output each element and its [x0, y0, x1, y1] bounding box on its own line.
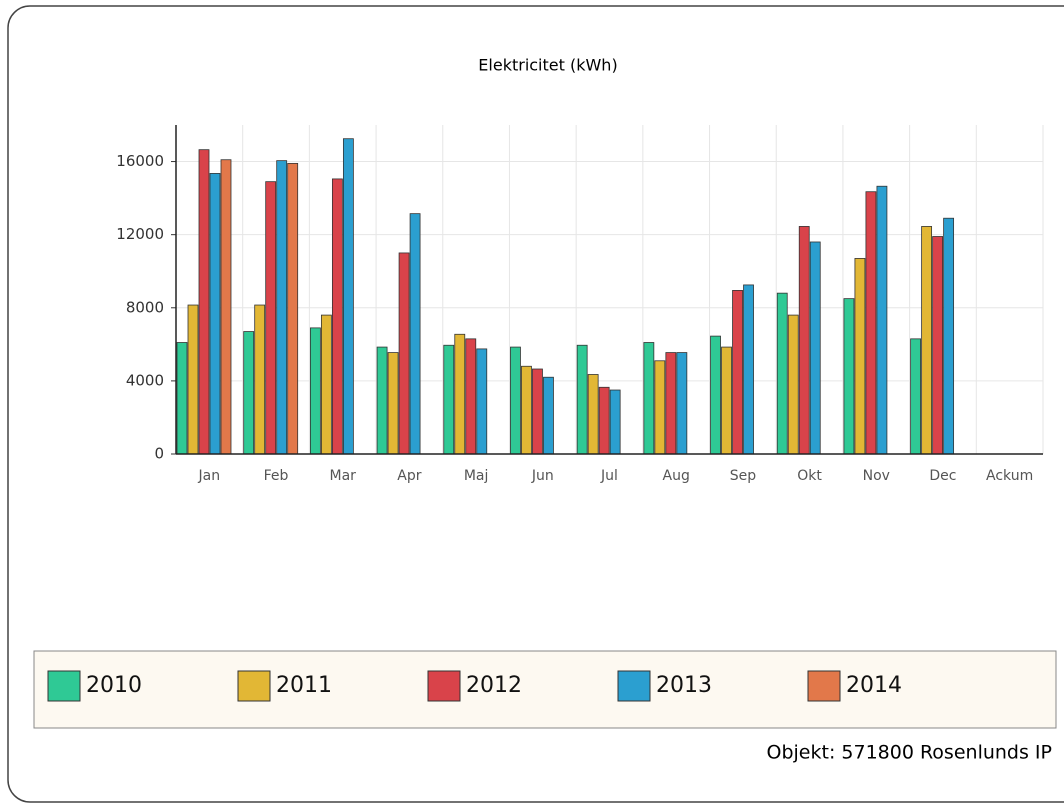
x-tick-label: Mar: [330, 468, 357, 484]
bar: [643, 342, 655, 455]
x-tick-label: Feb: [264, 468, 289, 484]
bar: [209, 173, 221, 455]
bar: [510, 346, 521, 455]
bar: [710, 335, 721, 455]
legend-swatch: [807, 670, 841, 702]
x-tick-label: Jul: [600, 468, 618, 484]
bar: [532, 368, 543, 455]
bar: [276, 160, 288, 455]
legend-label: 2012: [466, 673, 522, 698]
bar: [198, 149, 210, 455]
bar: [587, 374, 599, 455]
bar: [809, 241, 821, 455]
y-tick-label: 16000: [116, 152, 164, 170]
bar: [743, 284, 754, 455]
legend-swatch: [427, 670, 461, 702]
bar: [454, 333, 466, 455]
bar: [654, 360, 666, 455]
footnote: Objekt: 571800 Rosenlunds IP: [767, 742, 1052, 764]
y-tick-label: 4000: [126, 371, 164, 389]
bar: [787, 314, 799, 455]
bar: [287, 162, 299, 455]
bar: [576, 344, 588, 455]
legend-swatch: [617, 670, 651, 702]
legend-label: 2010: [86, 673, 142, 698]
legend-label: 2014: [846, 673, 902, 698]
bar: [521, 365, 532, 455]
bar: [732, 290, 743, 455]
bar: [876, 185, 888, 455]
x-tick-label: Sep: [730, 468, 757, 484]
y-tick-label: 0: [154, 445, 164, 463]
legend-box: [33, 650, 1057, 729]
bar: [921, 226, 933, 455]
bar: [598, 386, 610, 455]
bar: [543, 376, 554, 455]
bar: [409, 213, 421, 455]
x-tick-label: Jun: [531, 468, 554, 484]
bar: [243, 331, 255, 455]
bar: [910, 338, 922, 455]
bar: [331, 178, 343, 455]
x-tick-label: Nov: [863, 468, 890, 484]
bar: [443, 344, 455, 455]
bar: [609, 389, 621, 455]
bar: [854, 258, 866, 455]
bar: [943, 217, 955, 455]
x-tick-label: Jan: [198, 468, 221, 484]
legend-label: 2011: [276, 673, 332, 698]
x-tick-label: Aug: [663, 468, 690, 484]
x-tick-label: Okt: [797, 468, 822, 484]
bar: [465, 338, 477, 455]
legend-swatch: [47, 670, 81, 702]
bar: [776, 292, 788, 455]
bar: [220, 159, 232, 455]
x-tick-label: Apr: [397, 468, 421, 484]
bar: [320, 314, 332, 455]
bar: [254, 304, 266, 455]
bar: [865, 191, 877, 455]
bar: [843, 298, 855, 455]
x-tick-label: Ackum: [986, 468, 1033, 484]
bar: [476, 348, 488, 455]
bar: [676, 352, 688, 455]
bar: [387, 352, 399, 455]
y-tick-label: 8000: [126, 298, 164, 316]
bar: [176, 342, 188, 455]
legend-swatch: [237, 670, 271, 702]
bar: [187, 304, 199, 455]
x-tick-label: Dec: [929, 468, 956, 484]
bar: [398, 252, 410, 455]
bar: [265, 181, 277, 455]
bar: [309, 327, 321, 455]
bar: [342, 138, 354, 455]
legend-label: 2013: [656, 673, 712, 698]
y-tick-label: 12000: [116, 225, 164, 243]
bar: [932, 236, 944, 455]
bar: [665, 352, 677, 455]
bar: [376, 346, 388, 455]
bar: [798, 226, 810, 455]
x-tick-label: Maj: [464, 468, 489, 484]
chart-title: Elektricitet (kWh): [478, 56, 617, 75]
bar: [721, 346, 732, 455]
